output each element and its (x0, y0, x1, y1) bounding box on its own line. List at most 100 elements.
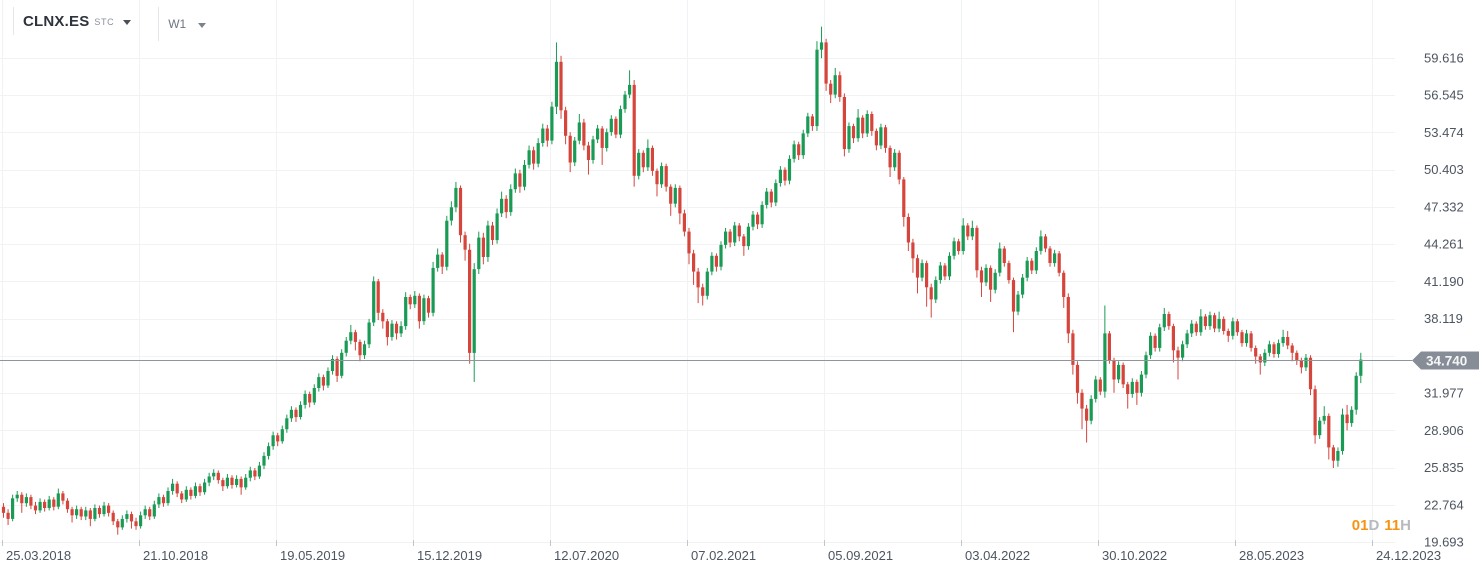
candle (774, 179, 778, 207)
candle (481, 232, 485, 265)
timeframe-selector[interactable]: W1 (158, 7, 216, 41)
candle (824, 38, 828, 91)
candle (532, 146, 536, 170)
candle (280, 425, 284, 444)
candle (760, 201, 764, 228)
candle (1185, 329, 1189, 348)
candle (390, 320, 394, 341)
time-axis-label: 25.03.2018 (6, 548, 71, 563)
candle (650, 145, 654, 176)
candle (454, 181, 458, 213)
candle (893, 149, 897, 171)
candle (614, 116, 618, 139)
candle (1217, 311, 1221, 333)
candle (1222, 316, 1226, 335)
candle (975, 225, 979, 278)
candle (1181, 340, 1185, 362)
price-axis-label: 22.764 (1424, 497, 1464, 512)
price-axis-label: 56.545 (1424, 88, 1464, 103)
candle (911, 238, 915, 273)
candle (586, 141, 591, 175)
candle (787, 155, 792, 185)
candle (632, 80, 636, 187)
candle (143, 505, 147, 519)
candle (230, 475, 234, 489)
candle (582, 118, 586, 151)
candle (628, 70, 632, 99)
candle (1249, 331, 1253, 352)
candle (312, 384, 316, 405)
candle (1021, 274, 1025, 299)
candle (70, 506, 74, 523)
candle (358, 339, 362, 362)
candle (1080, 389, 1084, 430)
candle (883, 124, 888, 153)
candle (458, 185, 463, 243)
candle (559, 55, 563, 119)
candle (1130, 378, 1134, 398)
candle (116, 518, 120, 535)
candle (1139, 371, 1143, 397)
candle (1039, 230, 1043, 255)
price-axis: 59.616 56.545 53.474 50.403 47.332 44.261 41.1… (1424, 51, 1464, 550)
candle (806, 112, 810, 137)
candle (1350, 406, 1354, 427)
candle (1007, 260, 1011, 284)
candle (596, 124, 600, 144)
candle (152, 500, 156, 519)
candle (413, 291, 417, 308)
candle (829, 80, 833, 104)
candle (1112, 357, 1116, 393)
candle (719, 241, 723, 271)
price-axis-label: 19.693 (1424, 535, 1464, 550)
candle (1208, 311, 1212, 330)
candle (1286, 331, 1290, 350)
candle (646, 139, 650, 171)
candle (84, 506, 88, 521)
candle (687, 227, 691, 265)
candle (966, 223, 970, 241)
candle (783, 167, 787, 186)
candle (1030, 258, 1034, 274)
candle (1231, 317, 1235, 340)
candle (1002, 246, 1006, 267)
candle (175, 481, 179, 498)
candle (756, 212, 760, 230)
candle (353, 329, 357, 351)
candle (235, 475, 239, 488)
symbol-selector[interactable]: CLNX.ES STC (13, 7, 147, 35)
candle (11, 494, 15, 522)
candle (947, 252, 952, 281)
candle (472, 263, 476, 382)
candle (486, 220, 490, 262)
candle (915, 254, 920, 294)
candle (801, 129, 805, 159)
candle (490, 221, 495, 245)
candle (221, 477, 225, 491)
chevron-down-icon (198, 22, 207, 28)
candle (225, 474, 229, 489)
candle (705, 267, 709, 300)
candle (1176, 346, 1180, 380)
candle (1327, 413, 1331, 460)
candle (1162, 307, 1166, 331)
candle (340, 349, 344, 379)
candle (1158, 323, 1162, 352)
candle (1345, 404, 1349, 431)
candle (111, 510, 115, 525)
candle (678, 185, 682, 225)
candle (24, 493, 28, 507)
candle (193, 482, 197, 499)
candle (851, 123, 856, 144)
candle (673, 184, 677, 208)
candle (212, 469, 216, 481)
candle (477, 231, 481, 274)
candle (303, 390, 307, 409)
symbol-exchange: STC (94, 17, 115, 27)
candle (394, 321, 399, 340)
candle (29, 494, 33, 510)
candle (1121, 362, 1125, 388)
candle (984, 264, 988, 287)
candle (838, 71, 842, 102)
